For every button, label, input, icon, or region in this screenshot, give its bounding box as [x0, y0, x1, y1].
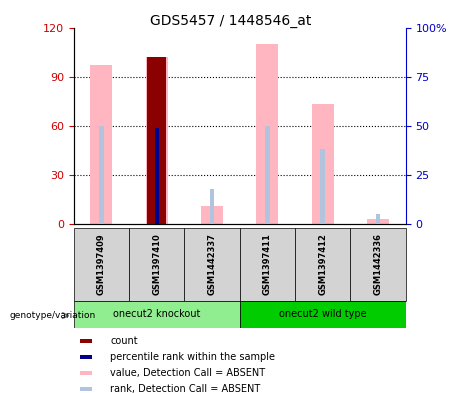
Bar [74, 228, 129, 301]
Bar [240, 301, 406, 328]
Bar [146, 57, 168, 224]
Bar [320, 149, 325, 224]
Bar [90, 65, 112, 224]
Bar [80, 387, 92, 391]
Bar [210, 189, 214, 224]
Text: rank, Detection Call = ABSENT: rank, Detection Call = ABSENT [110, 384, 260, 393]
Text: GSM1397412: GSM1397412 [318, 233, 327, 295]
Text: value, Detection Call = ABSENT: value, Detection Call = ABSENT [110, 368, 266, 378]
Bar [376, 214, 380, 224]
Bar [367, 219, 389, 224]
Text: count: count [110, 336, 138, 346]
Text: GSM1397411: GSM1397411 [263, 233, 272, 295]
Text: GSM1397409: GSM1397409 [97, 233, 106, 295]
Bar [147, 57, 166, 224]
Text: GDS5457 / 1448546_at: GDS5457 / 1448546_at [150, 14, 311, 28]
Bar [240, 228, 295, 301]
Bar [80, 340, 92, 343]
Bar [154, 128, 159, 224]
Bar [265, 126, 270, 224]
Bar [99, 126, 104, 224]
Bar [80, 355, 92, 359]
Bar [295, 228, 350, 301]
Text: GSM1442336: GSM1442336 [373, 233, 383, 295]
Bar [312, 105, 334, 224]
Text: GSM1442337: GSM1442337 [207, 233, 217, 295]
Text: onecut2 knockout: onecut2 knockout [113, 309, 201, 320]
Text: onecut2 wild type: onecut2 wild type [279, 309, 366, 320]
Bar [129, 228, 184, 301]
Text: genotype/variation: genotype/variation [9, 311, 95, 320]
Bar [184, 228, 240, 301]
Bar [201, 206, 223, 224]
Bar [350, 228, 406, 301]
Bar [74, 301, 240, 328]
Text: GSM1397410: GSM1397410 [152, 233, 161, 295]
Text: percentile rank within the sample: percentile rank within the sample [110, 352, 275, 362]
Bar [256, 44, 278, 224]
Bar [80, 371, 92, 375]
